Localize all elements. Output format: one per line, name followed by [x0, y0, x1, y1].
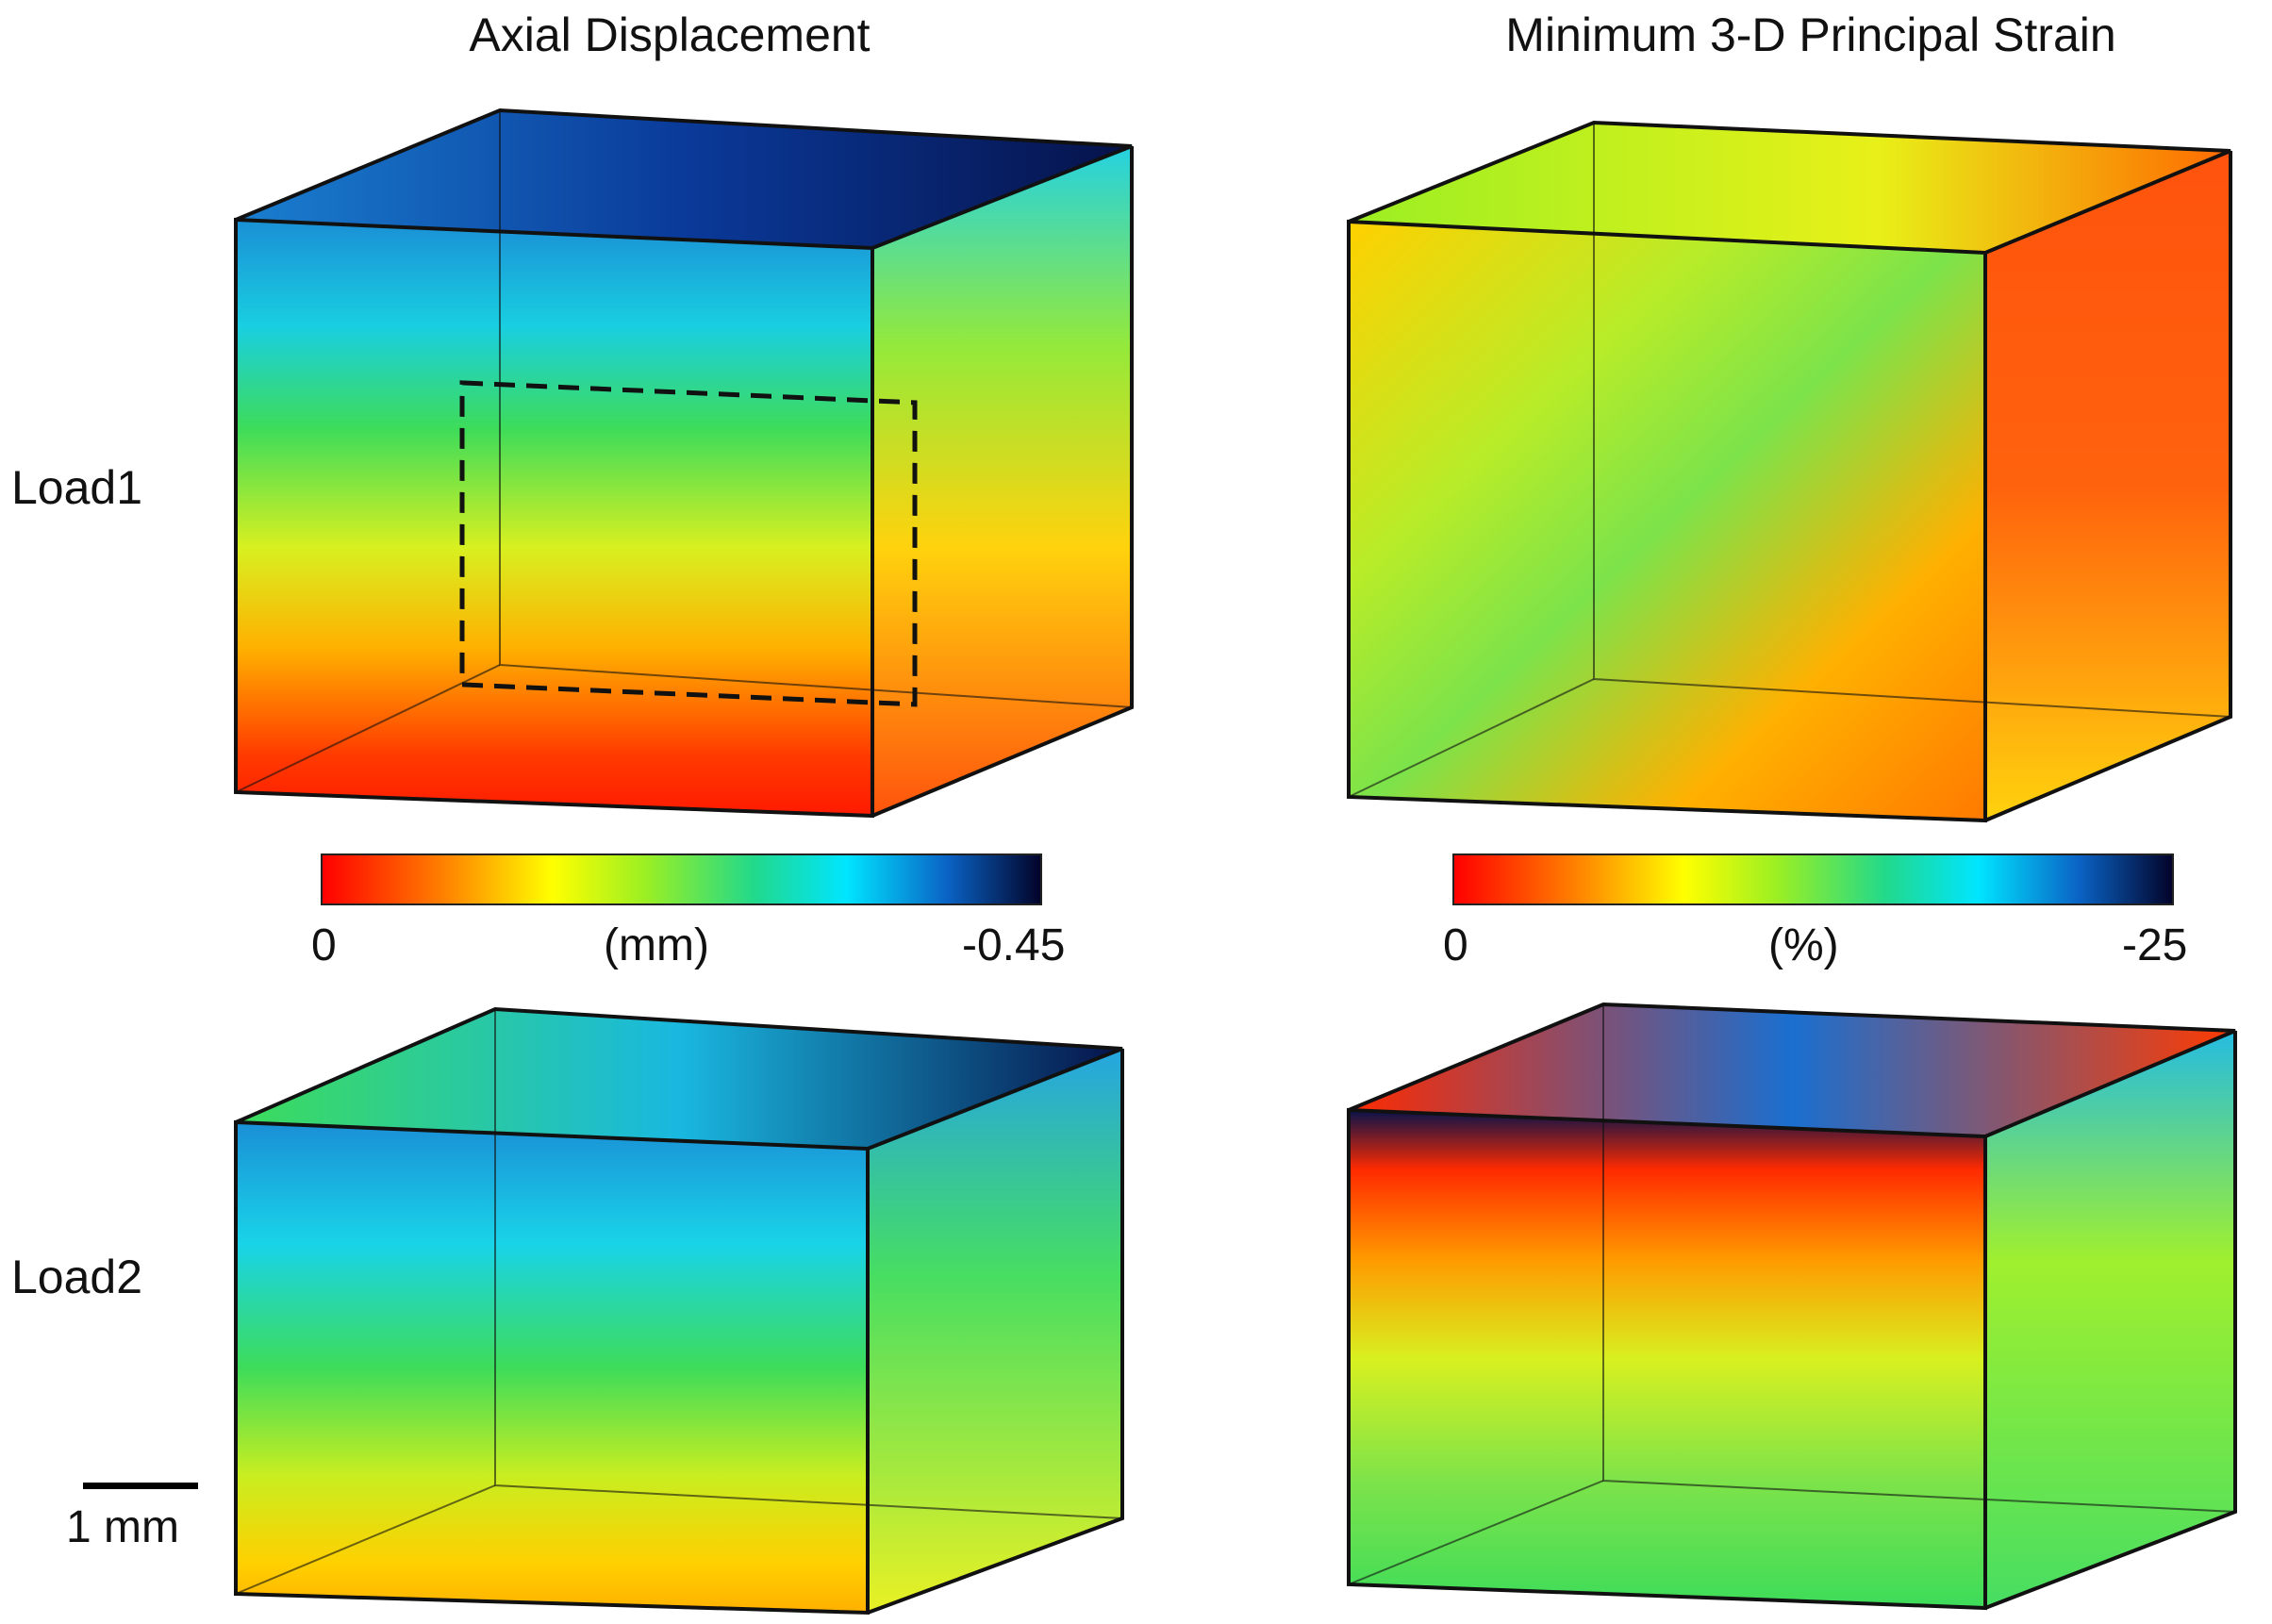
scale-bar-label: 1 mm	[66, 1502, 179, 1552]
region-of-interest-box	[459, 380, 918, 707]
cube-front-face	[1349, 1110, 1985, 1608]
cube-top-face	[1349, 123, 2231, 253]
colorbar-displacement-min: 0	[311, 920, 337, 970]
col-title-axial-displacement: Axial Displacement	[469, 8, 871, 61]
colorbar-strain-min: 0	[1443, 920, 1468, 970]
cube-top-face	[236, 110, 1132, 248]
colorbar-strain: 0 (%) -25	[1443, 853, 2254, 986]
row-label-load1: Load1	[11, 461, 143, 514]
cube-top-face	[1349, 1004, 2235, 1136]
cube-front-face	[236, 1122, 868, 1613]
cube-side-face	[1985, 151, 2231, 820]
cube-side-face	[868, 1049, 1122, 1613]
cube-load2-axial-displacement	[234, 1006, 1124, 1616]
row-label-load2: Load2	[11, 1251, 143, 1303]
colorbar-displacement-unit: (mm)	[604, 920, 709, 970]
cube-top-face	[236, 1009, 1122, 1149]
colorbar-displacement: 0 (mm) -0.45	[311, 853, 1122, 986]
cube-front-face	[236, 220, 872, 816]
colorbar-strain-gradient	[1452, 853, 2174, 905]
colorbar-displacement-max: -0.45	[962, 920, 1066, 970]
colorbar-strain-max: -25	[2122, 920, 2188, 970]
scale-bar	[83, 1483, 198, 1489]
colorbar-strain-unit: (%)	[1768, 920, 1839, 970]
cube-load1-axial-displacement	[234, 108, 1134, 819]
cube-side-face	[1985, 1031, 2235, 1608]
cube-load2-principal-strain	[1347, 1002, 2237, 1611]
cube-load1-principal-strain	[1347, 120, 2232, 823]
col-title-min-principal-strain: Minimum 3-D Principal Strain	[1505, 8, 2116, 61]
cube-side-face	[872, 146, 1132, 816]
colorbar-displacement-gradient	[321, 853, 1042, 905]
cube-front-face	[1349, 222, 1985, 820]
